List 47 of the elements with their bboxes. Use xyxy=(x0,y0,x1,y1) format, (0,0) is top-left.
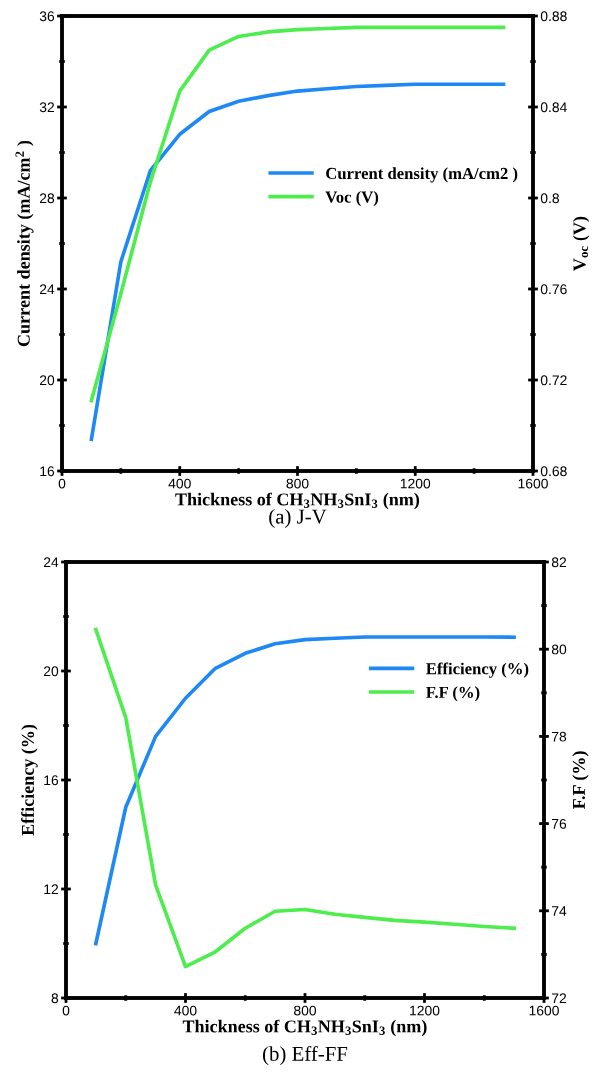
y-tick-label: 20 xyxy=(39,375,55,386)
y2-tick-label: 0.88 xyxy=(540,11,567,22)
y-tick-label: 32 xyxy=(39,102,55,113)
legend-label: F.F (%) xyxy=(426,686,480,702)
y-tick-label: 12 xyxy=(44,884,59,895)
line-series xyxy=(89,82,506,441)
x-tick-label: 400 xyxy=(174,1005,197,1016)
y2-tick-label: 0.76 xyxy=(540,284,567,295)
x-tick-label: 800 xyxy=(294,1005,317,1016)
y2-tick-label: 0.8 xyxy=(540,193,559,204)
y2-tick-label: 72 xyxy=(552,993,567,1004)
legend-label: Voc (V) xyxy=(325,190,379,207)
y-axis-title: Efficiency (%) xyxy=(21,724,38,836)
text: (a) J-V xyxy=(269,509,327,528)
y-tick-label: 16 xyxy=(44,775,59,786)
y2-tick-label: 0.68 xyxy=(540,466,567,477)
y2-axis-title: V$_{oc}$ (V) xyxy=(572,216,590,271)
y-tick-label: 16 xyxy=(40,466,55,477)
x-axis-title: Thickness of CH$_{3}$NH$_{3}$SnI$_{3}$ (nm) xyxy=(175,492,420,510)
text: (b) Eff-FF xyxy=(262,1046,348,1066)
legend-label: Efficiency (%) xyxy=(426,662,529,678)
x-tick-label: 1600 xyxy=(518,478,548,489)
line-series xyxy=(89,25,506,403)
x-axis-title: Thickness of CH$_{3}$NH$_{3}$SnI$_{3}$ (nm) xyxy=(182,1019,427,1037)
y-tick-label: 24 xyxy=(39,284,55,295)
x-tick-label: 800 xyxy=(286,478,309,489)
x-tick-label: 1600 xyxy=(529,1005,559,1016)
y2-tick-label: 78 xyxy=(552,731,567,742)
y2-tick-label: 74 xyxy=(552,906,567,916)
y2-tick-label: 0.84 xyxy=(540,102,567,113)
x-tick-label: 1200 xyxy=(400,478,431,489)
y2-tick-label: 76 xyxy=(552,818,567,829)
y-tick-label: 36 xyxy=(39,11,55,22)
y2-tick-label: 0.72 xyxy=(540,375,567,386)
x-tick-label: 0 xyxy=(58,478,66,489)
y-tick-label: 20 xyxy=(43,666,59,677)
x-tick-label: 1200 xyxy=(410,1005,440,1016)
y-tick-label: 8 xyxy=(51,993,59,1004)
y2-tick-label: 82 xyxy=(551,557,567,568)
y2-axis-title: F.F (%) xyxy=(572,751,589,810)
x-tick-label: 400 xyxy=(168,478,191,489)
y2-tick-label: 80 xyxy=(551,644,567,655)
y-tick-label: 28 xyxy=(39,193,55,204)
y-axis-title: Current density (mA/cm$^{2}$ ) xyxy=(15,140,34,347)
y-tick-label: 24 xyxy=(43,557,59,568)
legend-label: Current density (mA/cm2 ) xyxy=(326,167,518,183)
x-tick-label: 0 xyxy=(62,1005,70,1016)
